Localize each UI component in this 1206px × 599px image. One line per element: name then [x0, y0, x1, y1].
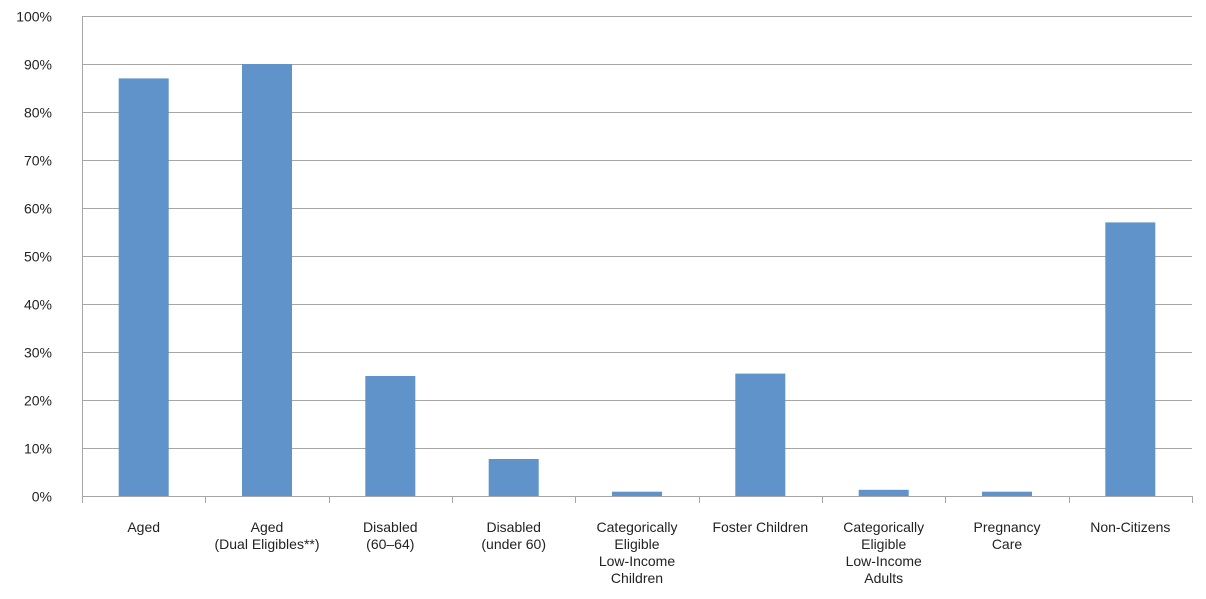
bar: [982, 491, 1032, 496]
y-tick-label: 50%: [24, 249, 52, 265]
bar: [365, 376, 416, 496]
bar: [488, 459, 539, 496]
x-tick-label: Pregnancy Care: [974, 519, 1041, 552]
bar: [242, 64, 292, 496]
x-tick-label: Foster Children: [712, 519, 808, 535]
y-tick-label: 40%: [24, 297, 52, 313]
y-tick-label: 90%: [24, 57, 52, 73]
x-axis-category-labels: Aged Aged (Dual Eligibles**) Disabled (60–64…: [127, 519, 1170, 586]
x-axis: [82, 16, 1193, 503]
y-tick-label: 30%: [24, 345, 52, 361]
x-tick-label: Aged: [127, 519, 160, 535]
bar: [118, 78, 169, 497]
y-tick-label: 70%: [24, 153, 52, 169]
y-tick-label: 60%: [24, 201, 52, 217]
bar: [612, 491, 662, 496]
bars: [118, 64, 1156, 497]
y-tick-label: 0%: [32, 489, 52, 505]
x-tick-label: Categorically Eligible Low-Income Children: [597, 519, 678, 586]
x-tick-label: Categorically Eligible Low-Income Adults: [843, 519, 924, 586]
bar: [735, 373, 786, 496]
x-tick-label: Non-Citizens: [1090, 519, 1170, 535]
y-tick-label: 80%: [24, 105, 52, 121]
x-tick-label: Disabled (60–64): [363, 519, 417, 552]
bar: [1105, 222, 1156, 496]
bar: [858, 489, 909, 496]
x-tick-label: Disabled (under 60): [481, 519, 546, 552]
x-tick-label: Aged (Dual Eligibles**): [214, 519, 319, 552]
y-axis-tick-labels: 0% 10% 20% 30% 40% 50% 60% 70% 80% 90% 100%: [16, 9, 52, 505]
y-tick-label: 20%: [24, 393, 52, 409]
y-tick-label: 10%: [24, 441, 52, 457]
y-tick-label: 100%: [16, 9, 52, 25]
